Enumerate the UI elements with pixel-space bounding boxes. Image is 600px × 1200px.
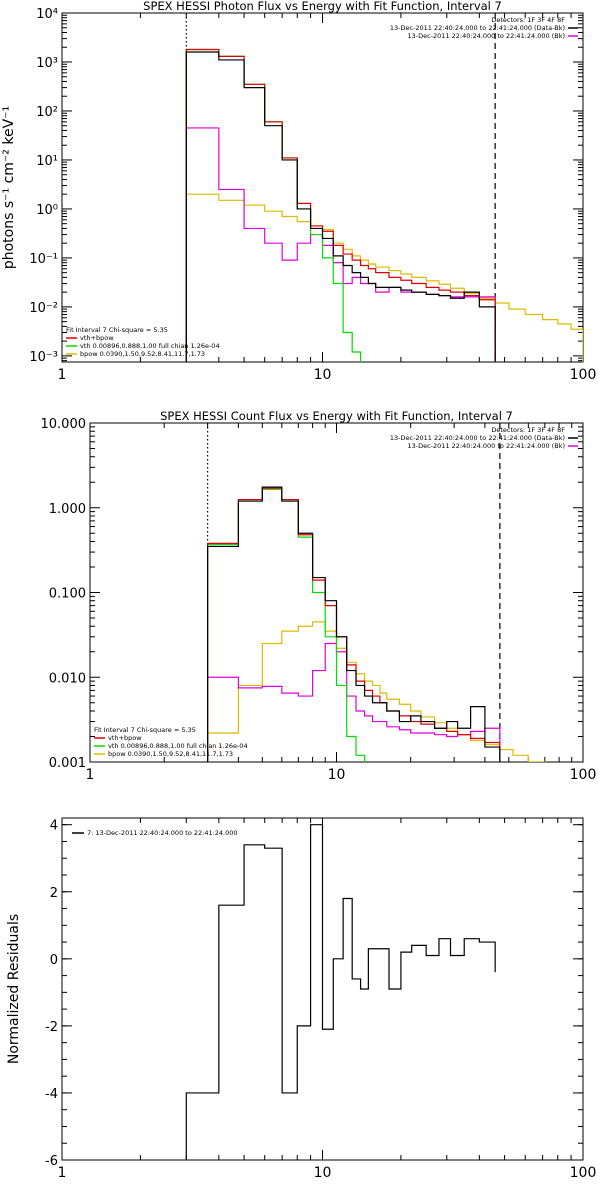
y-tick-label: 0.100 <box>49 587 86 602</box>
legend-top-text: Detectors: 1F 3F 4F 8F <box>491 426 565 434</box>
x-tick-label: 100 <box>570 367 597 383</box>
y-tick-label: 10⁻¹ <box>29 252 58 267</box>
legend-bottom-text: vth+bpow <box>80 334 114 342</box>
y-tick-label: 10² <box>36 105 58 120</box>
legend-top-text: 7: 13-Dec-2011 22:40:24.000 to 22:41:24.… <box>87 829 238 837</box>
plot-frame <box>61 12 584 363</box>
y-tick-label: 10¹ <box>36 154 58 169</box>
legend-bottom-text: bpow 0.0390,1.50,9.52,8.41,11.7,1.73 <box>108 750 233 758</box>
y-tick-label: 0.001 <box>49 756 86 771</box>
x-tick-label: 10 <box>314 367 332 383</box>
background-series <box>185 127 496 362</box>
y-tick-label: 0 <box>50 953 58 968</box>
y-tick-label: 10⁴ <box>36 7 58 22</box>
y-tick-label: 10⁰ <box>36 203 58 218</box>
series-group <box>185 824 496 1160</box>
vth-bpow-series <box>185 48 496 362</box>
x-tick-label: 10 <box>314 1165 332 1181</box>
x-tick-label: 1 <box>86 767 95 783</box>
data-bk-series <box>207 486 501 762</box>
y-tick-label: 10⁻² <box>29 301 58 316</box>
legend-top-text: 13-Dec-2011 22:40:24.000 to 22:41:24.000… <box>390 24 565 32</box>
x-tick-label: 10 <box>328 767 346 783</box>
legend-bottom-text: vth+bpow <box>108 734 142 742</box>
bpow-series <box>207 621 546 762</box>
y-tick-label: 1.000 <box>49 502 86 517</box>
legend-bottom-text: vth 0.00896,0.888,1.00 full chian 1.26e-… <box>80 342 220 350</box>
y-tick-label: -6 <box>45 1154 58 1169</box>
y-tick-label: 0.010 <box>49 671 86 686</box>
y-tick-label: -4 <box>45 1087 58 1102</box>
chart-title: SPEX HESSI Photon Flux vs Energy with Fi… <box>143 0 502 13</box>
legend-top-text: 13-Dec-2011 22:40:24.000 to 22:41:24.000… <box>408 32 566 40</box>
vth-bpow-series <box>207 487 501 762</box>
bpow-series <box>185 193 583 362</box>
y-tick-label: 10.000 <box>41 417 87 432</box>
y-tick-label: 10³ <box>36 56 58 71</box>
x-tick-label: 1 <box>58 1165 67 1181</box>
y-tick-label: 10⁻³ <box>29 350 58 365</box>
series-group <box>207 486 546 762</box>
y-axis-label: photons s⁻¹ cm⁻² keV⁻¹ <box>1 106 17 269</box>
data-bk-series <box>185 824 496 1160</box>
y-tick-label: 2 <box>50 886 58 901</box>
legend-bottom-text: vth 0.00896,0.888,1.00 full chian 1.26e-… <box>108 742 248 750</box>
legend-bottom-text: Fit Interval 7 Chi-square = 5.35 <box>66 326 168 334</box>
y-tick-label: -2 <box>45 1020 58 1035</box>
series-group <box>185 48 583 362</box>
legend-bottom-text: bpow 0.0390,1.50,9.52,8.41,11.7,1.73 <box>80 350 205 358</box>
y-axis-label: Normalized Residuals <box>6 914 22 1064</box>
chart-title: SPEX HESSI Count Flux vs Energy with Fit… <box>160 409 513 423</box>
chart-panel-1: SPEX HESSI Photon Flux vs Energy with Fi… <box>1 0 596 383</box>
y-tick-label: 4 <box>50 819 58 834</box>
legend-top-text: 13-Dec-2011 22:40:24.000 to 22:41:24.000… <box>408 442 566 450</box>
x-tick-label: 1 <box>58 367 67 383</box>
legend-top-text: 13-Dec-2011 22:40:24.000 to 22:41:24.000… <box>390 434 565 442</box>
background-series <box>207 642 501 762</box>
x-tick-label: 100 <box>570 767 597 783</box>
data-bk-series <box>185 51 496 362</box>
legend-top-text: Detectors: 1F 3F 4F 8F <box>491 16 565 24</box>
chart-panel-2: SPEX HESSI Count Flux vs Energy with Fit… <box>41 409 597 783</box>
x-tick-label: 100 <box>570 1165 597 1181</box>
vth-series <box>185 48 362 362</box>
legend-bottom-text: Fit Interval 7 Chi-square = 5.35 <box>94 726 196 734</box>
chart-panel-3: 1 10 100 -6 -4 -2 0 2 4 Normalized Residuals 7: 13… <box>6 817 597 1181</box>
plot-frame <box>89 422 584 763</box>
